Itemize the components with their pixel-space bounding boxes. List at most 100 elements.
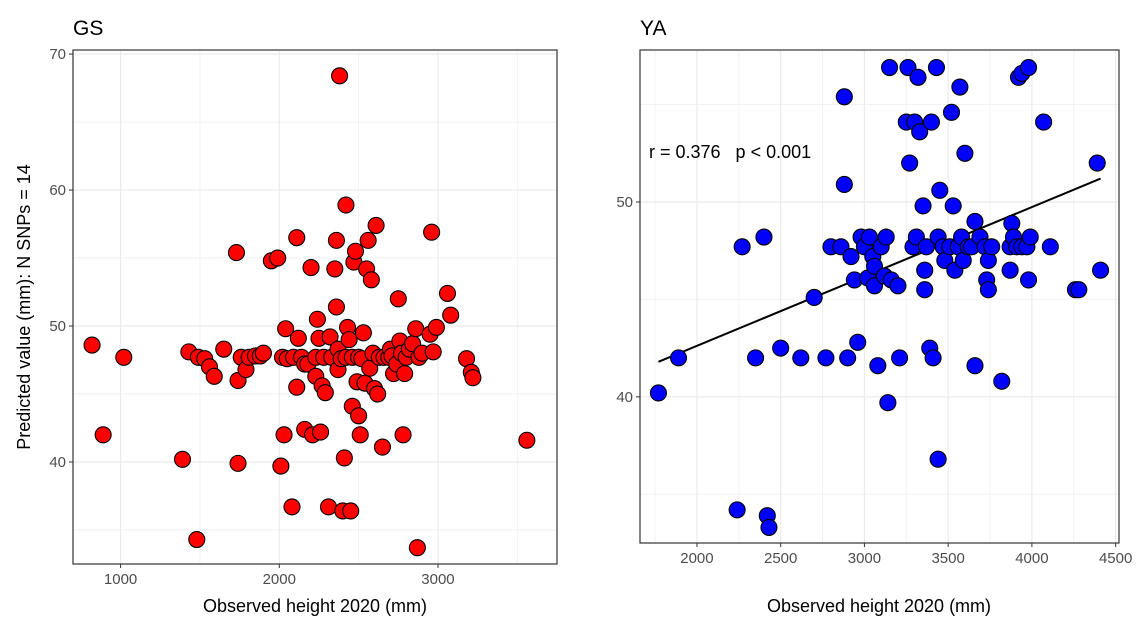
gs-data-point [423,223,441,241]
gs-data-point [173,450,192,468]
ya-data-point [956,144,974,162]
gs-data-point [518,431,536,449]
ya-data-point [849,333,867,351]
ya-data-point [931,181,949,199]
gs-points [83,67,536,557]
gs-x-axis-title: Observed height 2020 (mm) [203,596,427,616]
gs-y-tick-label: 60 [49,182,66,199]
ya-data-point [983,238,1001,256]
gs-data-point [229,454,247,472]
gs-data-point [326,260,344,278]
ya-data-point [755,228,773,246]
ya-points [649,58,1110,536]
ya-data-point [879,394,897,412]
gs-data-point [408,539,426,557]
gs-data-point [312,423,330,441]
gs-data-point [327,298,345,316]
ya-data-point [1092,261,1110,279]
gs-data-point [188,530,206,549]
ya-data-point [916,261,934,279]
ya-x-tick-label: 2500 [764,550,797,567]
ya-data-point [772,339,790,357]
gs-panel: GS 1000 2000 3000 40 50 60 70 Observed height… [14,17,558,616]
ya-data-point [649,384,667,402]
ya-data-point [922,113,940,131]
ya-data-point [889,277,907,295]
gs-data-point [351,426,369,444]
gs-data-point [227,244,245,262]
gs-y-ticks: 40 50 60 70 [49,46,73,471]
gs-data-point [283,498,301,516]
gs-data-point [346,242,365,260]
ya-data-point [951,78,969,96]
gs-data-point [407,320,425,338]
gs-data-point [327,231,345,249]
ya-data-point [842,248,860,266]
ya-gridlines [640,50,1119,543]
ya-x-tick-label: 3500 [931,550,964,567]
gs-data-point [254,344,272,362]
ya-data-point [917,238,935,256]
gs-y-tick-label: 40 [49,454,66,471]
ya-y-tick-label: 40 [616,389,633,406]
ya-data-point [835,88,853,106]
ya-data-point [760,518,778,536]
gs-data-point [275,426,293,444]
gs-data-point [288,378,306,396]
ya-panel: YA r = 0.376 p < 0.001 2000 2500 3000 3500 4… [616,17,1132,616]
ya-data-point [929,450,947,468]
gs-data-point [350,407,368,425]
gs-panel-title: GS [73,17,103,40]
gs-data-point [354,324,372,342]
gs-data-point [373,438,391,456]
ya-data-point [1070,281,1088,299]
gs-data-point [335,449,353,467]
ya-data-point [1020,271,1038,289]
ya-data-point [993,372,1011,390]
gs-x-tick-label: 2000 [263,571,296,588]
gs-data-point [215,340,233,358]
gs-data-point [319,498,338,516]
gs-data-point [394,426,412,444]
gs-data-point [438,284,457,302]
ya-data-point [747,349,765,367]
gs-y-axis-title: Predicted value (mm): N SNPs = 14 [14,164,34,450]
ya-data-point [839,349,857,367]
ya-x-tick-label: 2000 [680,550,713,567]
ya-x-ticks: 2000 2500 3000 3500 4000 4500 [680,543,1132,567]
ya-data-point [966,357,984,375]
gs-data-point [464,369,482,387]
gs-plot-background [73,50,557,564]
gs-x-ticks: 1000 2000 3000 [104,564,455,588]
ya-data-point [1001,261,1019,279]
ya-data-point [966,212,984,231]
gs-data-point [337,196,355,214]
ya-data-point [901,154,919,172]
ya-data-point [944,197,962,215]
ya-x-tick-label: 4000 [1015,550,1048,567]
ya-data-point [792,349,810,367]
gs-data-point [389,290,407,308]
ya-data-point [869,357,887,375]
ya-x-axis-title: Observed height 2020 (mm) [767,596,991,616]
ya-data-point [1020,58,1038,77]
ya-data-point [880,58,899,77]
ya-data-point [728,501,746,519]
ya-data-point [911,123,929,141]
gs-data-point [331,67,349,85]
ya-data-point [805,288,823,307]
gs-data-point [115,348,133,366]
ya-data-point [909,68,927,86]
gs-data-point [424,343,442,361]
gs-x-tick-label: 3000 [421,571,454,588]
gs-data-point [205,367,223,385]
ya-panel-title: YA [640,17,666,40]
ya-correlation-annotation: r = 0.376 p < 0.001 [649,142,811,162]
gs-y-tick-label: 50 [49,318,66,335]
ya-data-point [733,238,751,256]
gs-data-point [94,426,112,444]
gs-data-point [277,320,295,338]
gs-data-point [362,271,380,289]
ya-data-point [1088,154,1106,172]
gs-gridlines [73,50,557,564]
